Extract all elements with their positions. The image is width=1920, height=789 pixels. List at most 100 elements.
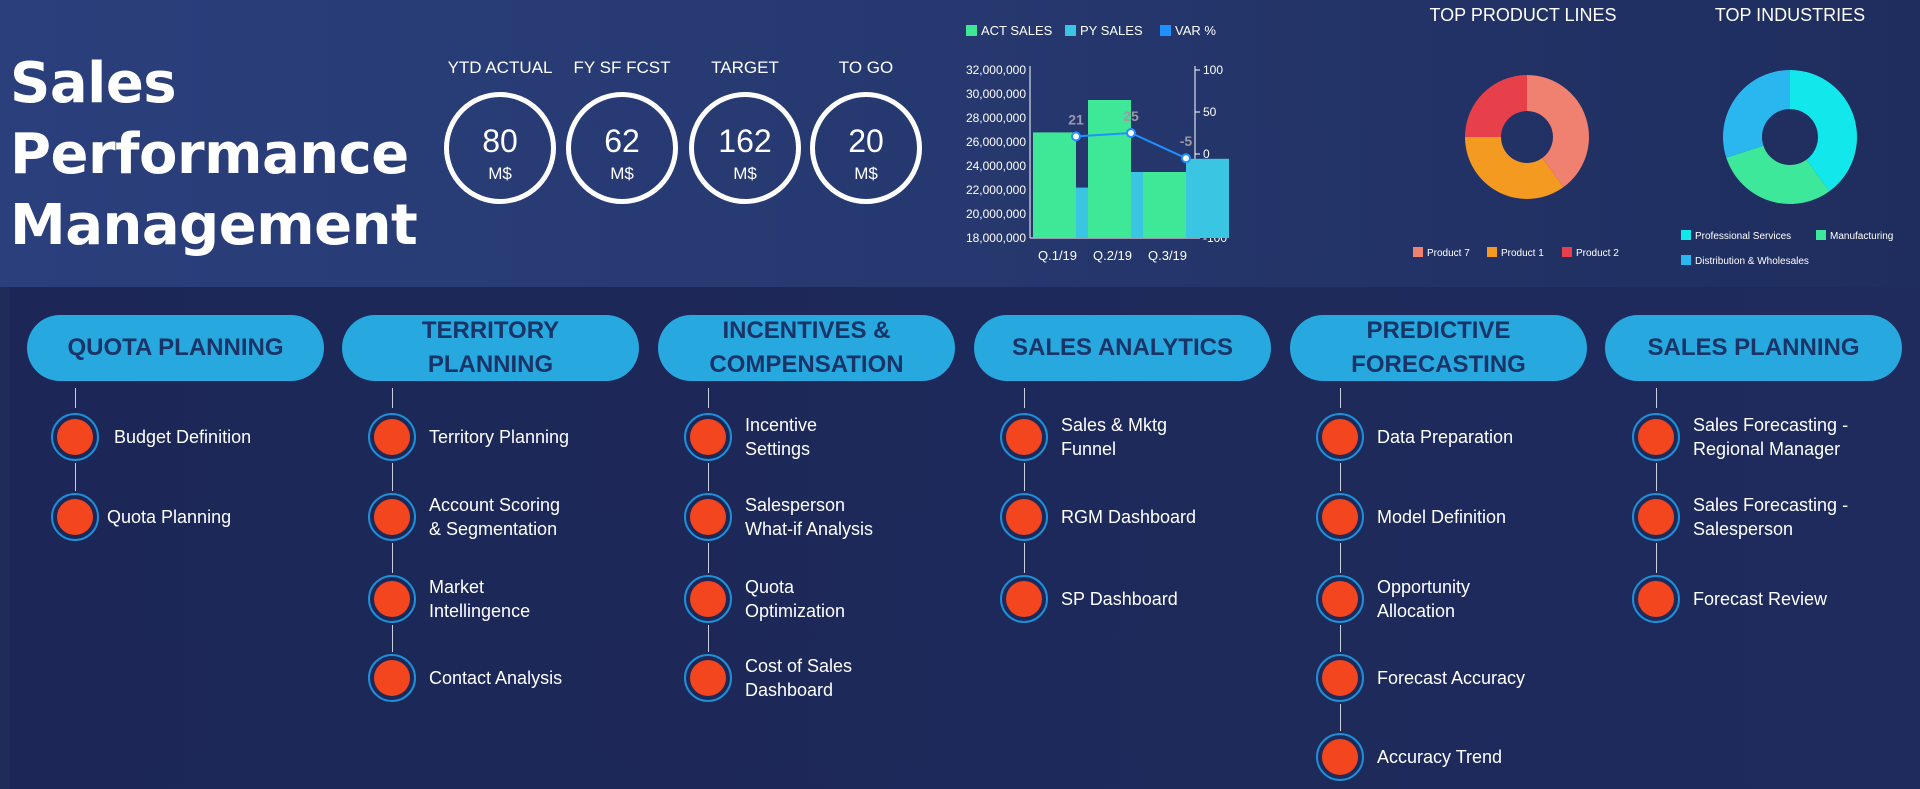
chart-title: TOP INDUSTRIES [1715,5,1865,25]
var-point [1126,128,1136,138]
step-link[interactable]: SP Dashboard [1061,587,1178,611]
step-label-line: What-if Analysis [745,519,874,539]
section-title-line: PLANNING [427,351,554,378]
donut-slice [1465,137,1564,199]
step-link[interactable]: Accuracy Trend [1377,745,1502,769]
step-link[interactable]: Market Intellingence [429,575,530,623]
legend-label: ACT SALES [981,23,1053,38]
step-node-icon[interactable] [1000,575,1048,623]
section-title: QUOTA PLANNING [68,331,284,365]
act-sales-bar [1088,100,1131,238]
act-sales-bar [1033,132,1076,238]
step-node-icon[interactable] [684,413,732,461]
connector-line [392,463,393,491]
section-title-line: QUOTA PLANNING [67,334,284,361]
step-node-icon[interactable] [51,493,99,541]
step-node-icon[interactable] [368,654,416,702]
section-header-predictive-forecasting[interactable]: PREDICTIVE FORECASTING [1290,315,1587,381]
var-data-label: -5 [1180,133,1193,149]
step-link[interactable]: Sales & Mktg Funnel [1061,413,1167,461]
x-tick-label: Q.1/19 [1038,248,1077,263]
step-node-icon[interactable] [1000,493,1048,541]
section-title: PREDICTIVE FORECASTING [1351,314,1526,382]
step-link[interactable]: Sales Forecasting - Salesperson [1693,493,1848,541]
step-link[interactable]: Contact Analysis [429,666,562,690]
section-header-incentives-compensation[interactable]: INCENTIVES & COMPENSATION [658,315,955,381]
step-node-icon[interactable] [684,493,732,541]
step-label-line: Intellingence [429,601,531,621]
step-link[interactable]: Account Scoring & Segmentation [429,493,560,541]
step-node-icon[interactable] [51,413,99,461]
step-label-line: Sales & Mktg [1061,415,1168,435]
step-label-line: Quota Planning [107,507,232,527]
section-header-sales-planning[interactable]: SALES PLANNING [1605,315,1902,381]
section-header-sales-analytics[interactable]: SALES ANALYTICS [974,315,1271,381]
step-link[interactable]: Salesperson What-if Analysis [745,493,873,541]
step-link[interactable]: Opportunity Allocation [1377,575,1470,623]
step-label-line: Model Definition [1377,507,1507,527]
y2-tick-label: 50 [1203,105,1217,119]
step-label-line: Cost of Sales [745,656,853,676]
step-link[interactable]: Model Definition [1377,505,1506,529]
legend-swatch [966,25,977,36]
step-link[interactable]: Incentive Settings [745,413,817,461]
step-node-icon[interactable] [1632,413,1680,461]
step-node-icon[interactable] [368,413,416,461]
step-link[interactable]: Quota Optimization [745,575,845,623]
step-node-icon[interactable] [368,575,416,623]
step-link[interactable]: RGM Dashboard [1061,505,1196,529]
step-node-icon[interactable] [1316,575,1364,623]
legend-swatch [1562,247,1572,257]
kpi-to-go: TO GO 20 M$ [806,56,926,204]
step-node-icon[interactable] [684,575,732,623]
y2-tick-label: 100 [1203,63,1223,77]
connector-line [1340,463,1341,491]
connector-line [1340,543,1341,573]
step-link[interactable]: Data Preparation [1377,425,1513,449]
legend-label: Distribution & Wholesales [1695,256,1809,267]
y-tick-label: 20,000,000 [966,207,1026,221]
step-link[interactable]: Quota Planning [107,505,231,529]
step-link[interactable]: Cost of Sales Dashboard [745,654,852,702]
connector-line [1340,704,1341,731]
step-link[interactable]: Forecast Review [1693,587,1827,611]
step-node-icon[interactable] [1316,493,1364,541]
kpi-label: TO GO [838,58,894,77]
section-header-quota-planning[interactable]: QUOTA PLANNING [27,315,324,381]
step-node-icon[interactable] [368,493,416,541]
legend-label: PY SALES [1080,23,1143,38]
connector-line [392,388,393,408]
legend-label: Manufacturing [1830,231,1893,242]
sales-combo-chart: ACT SALES PY SALES VAR % 32,000,000 30,000,0… [966,23,1229,263]
kpi-unit: M$ [733,164,757,183]
step-node-icon[interactable] [1632,493,1680,541]
step-label-line: Forecast Accuracy [1377,668,1526,688]
connector-line [75,388,76,408]
step-label-line: Market [429,577,485,597]
var-point [1181,153,1191,164]
section-title: SALES PLANNING [1647,331,1859,365]
section-header-territory-planning[interactable]: TERRITORY PLANNING [342,315,639,381]
step-node-icon[interactable] [1632,575,1680,623]
donut-slice [1465,75,1527,137]
step-label-line: Account Scoring [429,495,561,515]
section-title-line: INCENTIVES & [722,317,891,344]
connector-line [708,463,709,491]
step-node-icon[interactable] [1316,413,1364,461]
step-link[interactable]: Forecast Accuracy [1377,666,1525,690]
section-title-line: COMPENSATION [709,351,904,378]
kpi-unit: M$ [488,164,512,183]
step-label-line: Territory Planning [429,427,570,447]
step-label-line: Contact Analysis [429,668,563,688]
step-link[interactable]: Budget Definition [114,425,251,449]
step-label-line: Sales Forecasting - [1693,415,1849,435]
step-node-icon[interactable] [1000,413,1048,461]
step-label-line: RGM Dashboard [1061,507,1197,527]
step-node-icon[interactable] [1316,654,1364,702]
step-node-icon[interactable] [684,654,732,702]
step-node-icon[interactable] [1316,733,1364,781]
step-link[interactable]: Territory Planning [429,425,569,449]
page-title-line-2: Performance [10,122,409,187]
step-link[interactable]: Sales Forecasting - Regional Manager [1693,413,1848,461]
step-label-line: Optimization [745,601,846,621]
